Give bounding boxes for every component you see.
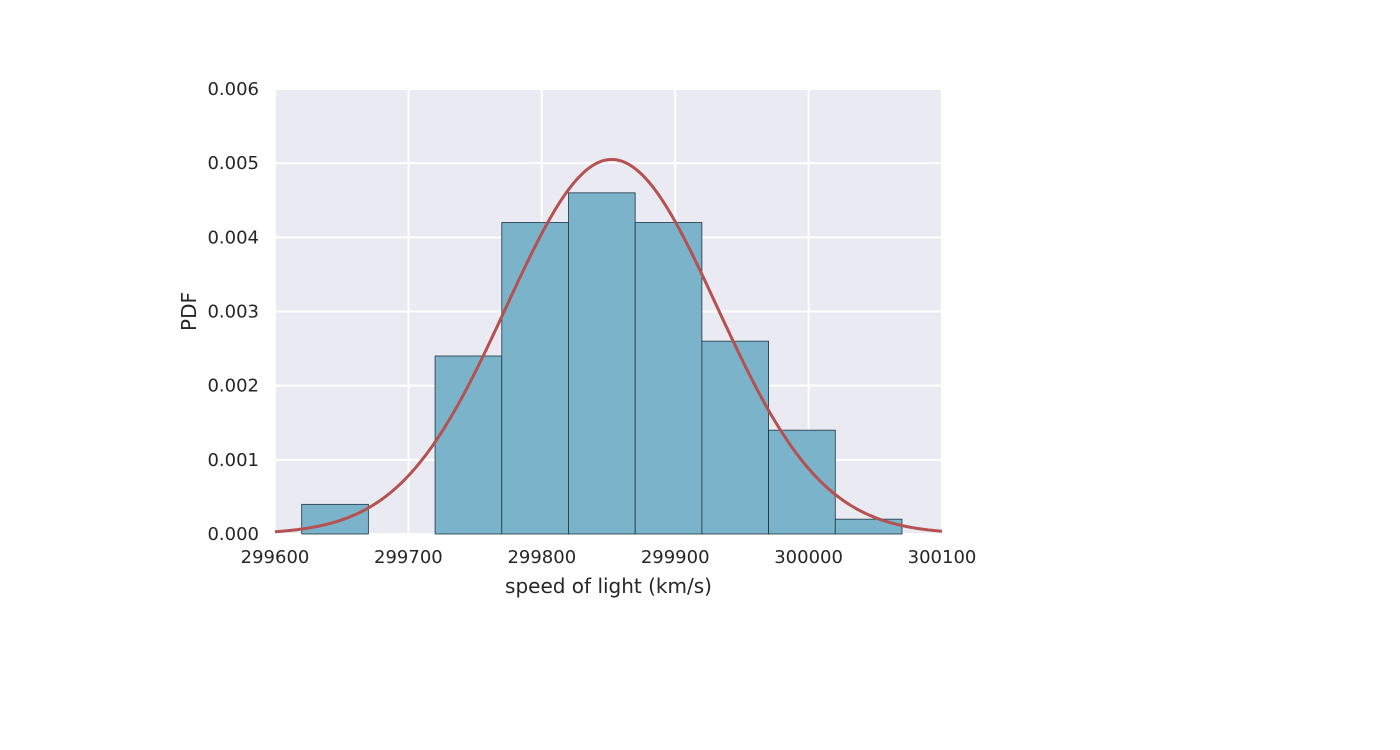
histogram-bar [701, 340, 769, 535]
x-axis-ticks: 299600 299700 299800 299900 300000 300100 [241, 547, 977, 568]
x-tick-label: 300100 [908, 547, 977, 568]
histogram-bar [501, 222, 569, 535]
y-tick-label: 0.005 [207, 153, 259, 174]
x-axis-label: speed of light (km/s) [505, 574, 712, 598]
y-tick-label: 0.002 [207, 376, 259, 397]
x-tick-label: 299700 [374, 547, 443, 568]
y-axis-label: PDF [177, 292, 201, 331]
y-tick-label: 0.006 [207, 79, 259, 100]
histogram-bar [568, 192, 636, 535]
histogram-bar [768, 429, 836, 535]
x-tick-label: 300000 [774, 547, 843, 568]
y-tick-label: 0.003 [207, 302, 259, 323]
histogram-bar [834, 518, 903, 535]
y-tick-label: 0.004 [207, 227, 259, 248]
y-tick-label: 0.001 [207, 450, 259, 471]
histogram-bars [301, 192, 903, 535]
normal-pdf-curve [274, 157, 943, 534]
y-axis-ticks: 0.000 0.001 0.002 0.003 0.004 0.005 0.006 [207, 79, 259, 545]
x-tick-label: 299800 [507, 547, 576, 568]
histogram-bar [301, 503, 369, 535]
x-tick-label: 299600 [241, 547, 310, 568]
x-tick-label: 299900 [641, 547, 710, 568]
histogram-bar [634, 222, 703, 535]
y-tick-label: 0.000 [207, 524, 259, 545]
